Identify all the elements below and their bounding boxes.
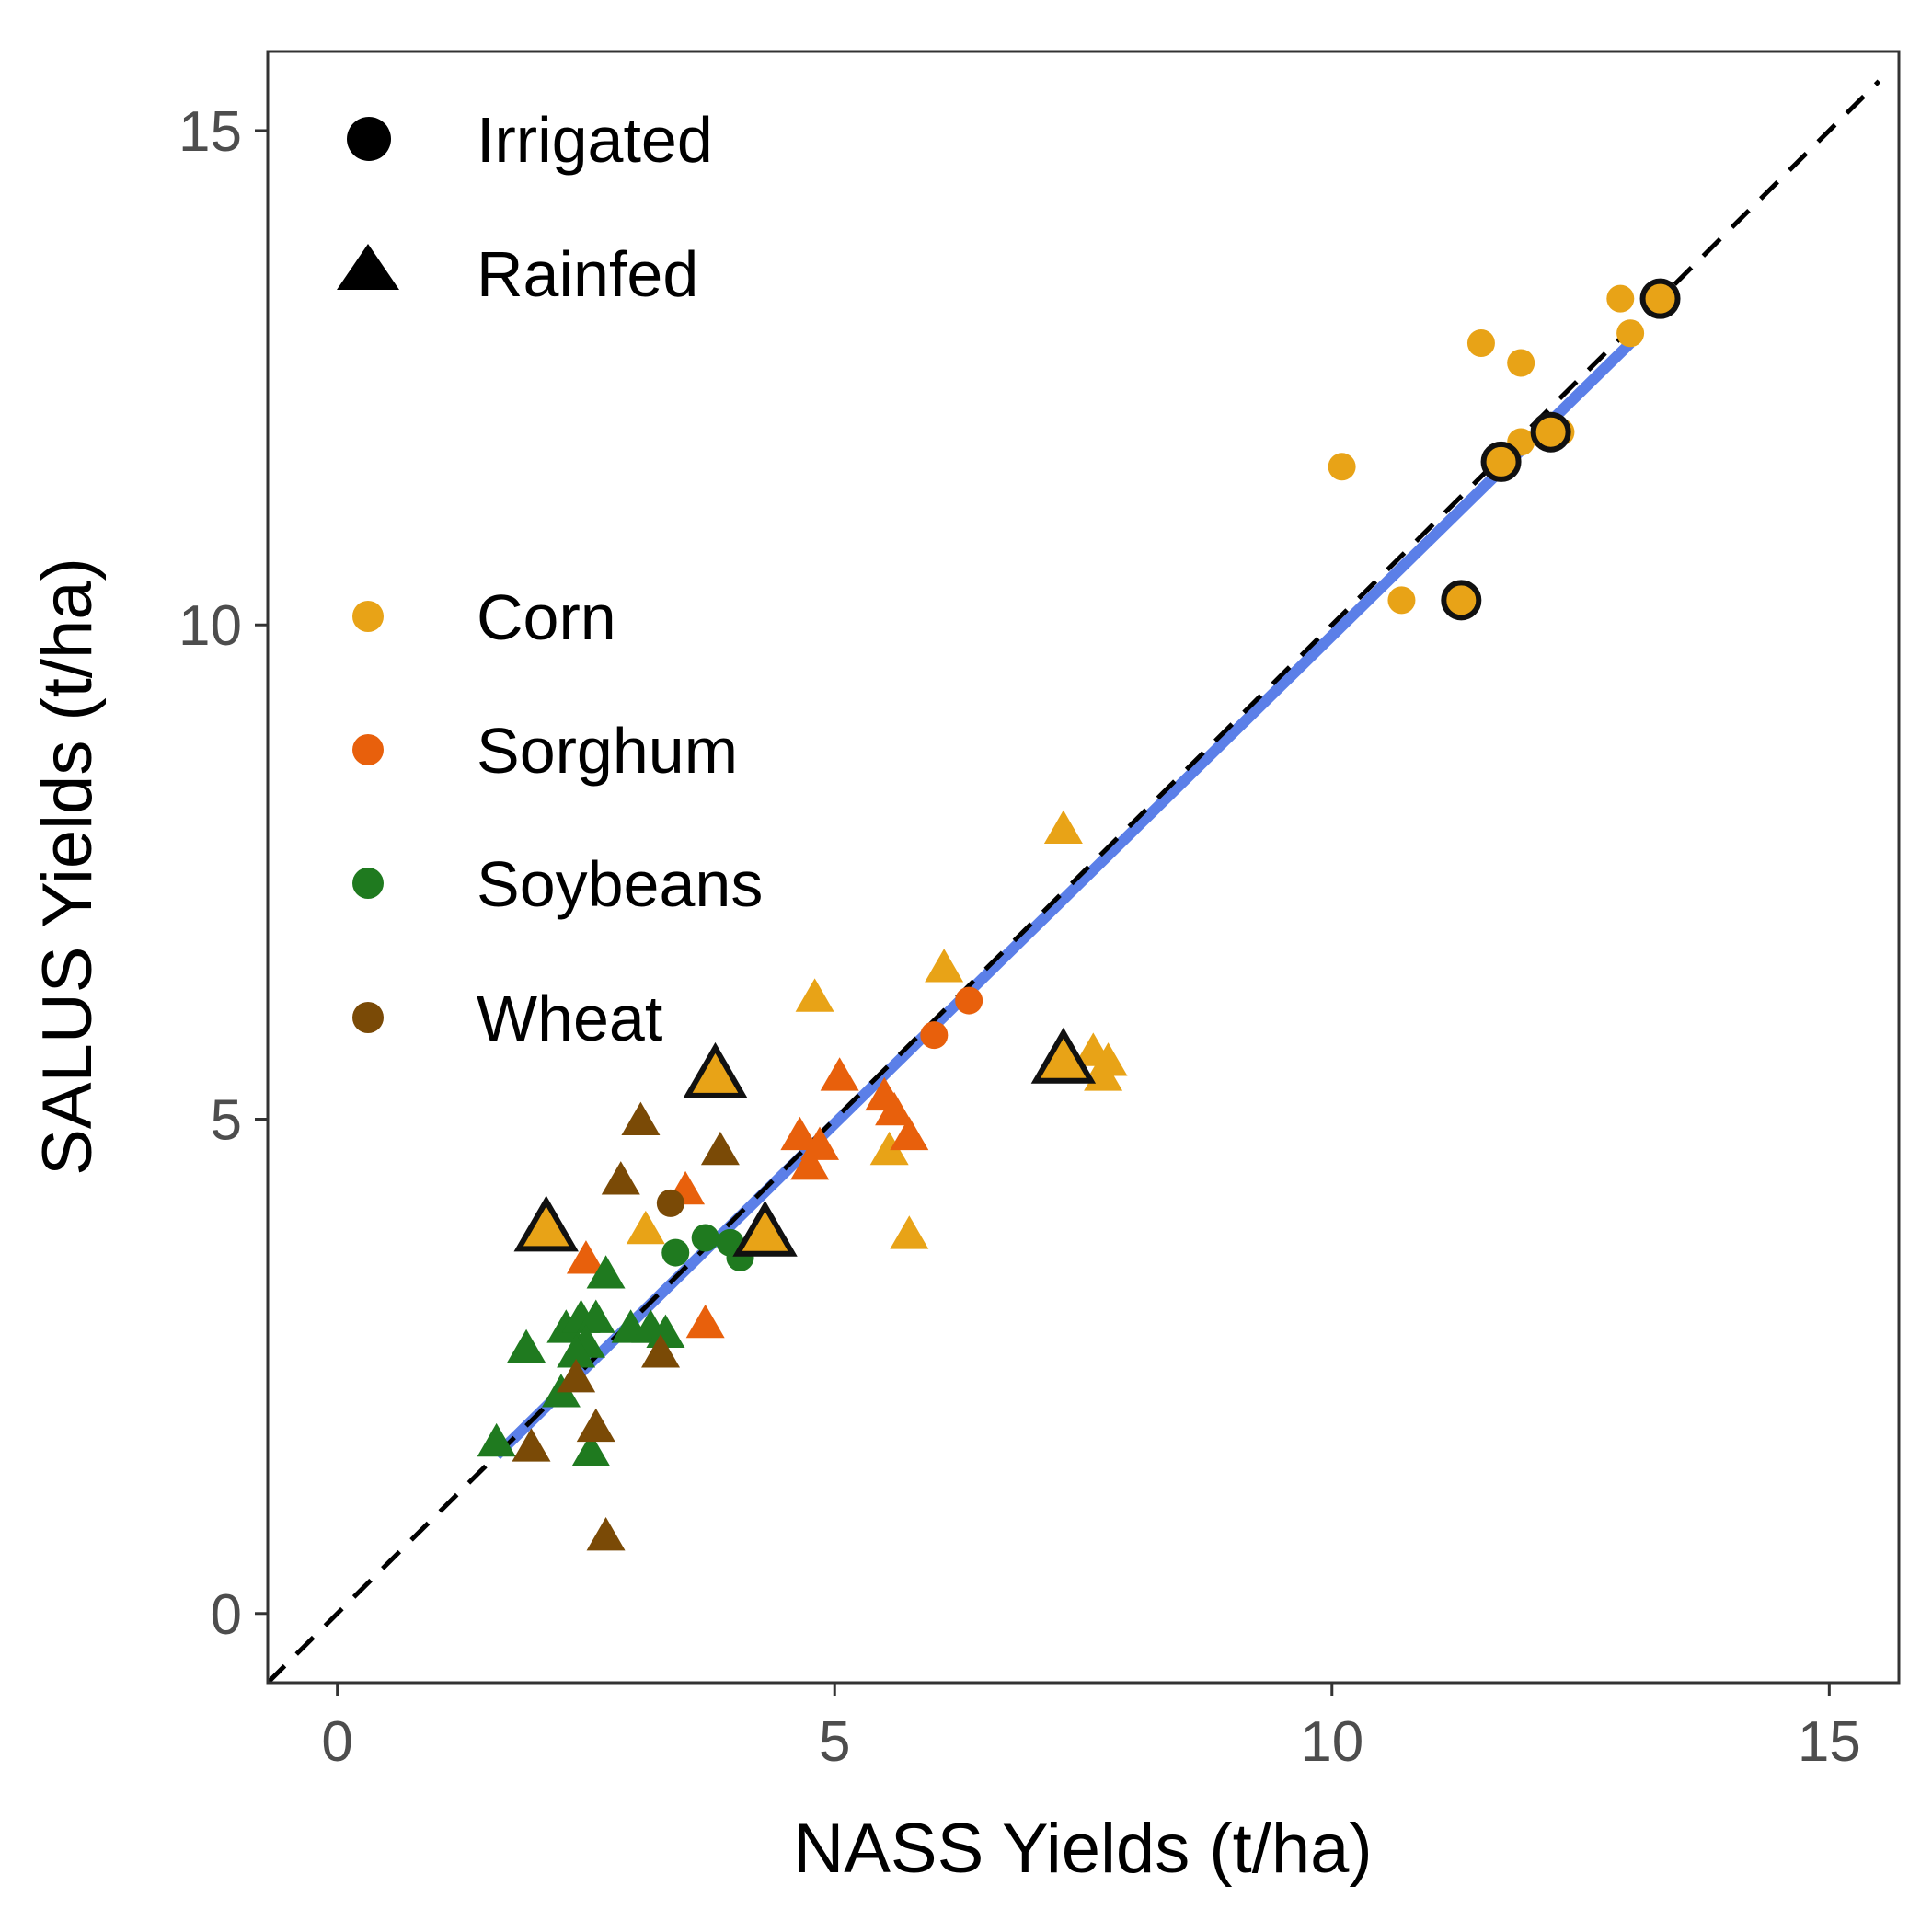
point-wheat-triangle-7 <box>512 1428 551 1462</box>
point-corn-triangle-21 <box>683 1041 748 1098</box>
data-layer <box>268 79 1881 1683</box>
legend-wheat-color-key <box>352 1002 384 1033</box>
point-soybeans-circle-1 <box>691 1224 719 1252</box>
x-tick-label-5: 5 <box>819 1710 850 1774</box>
point-soybeans-triangle-13 <box>646 1314 685 1349</box>
point-wheat-circle-0 <box>656 1189 684 1217</box>
point-corn-circle-4 <box>1606 284 1635 313</box>
point-corn-circle-0 <box>1328 453 1356 481</box>
point-wheat-triangle-6 <box>576 1408 615 1443</box>
plot-panel-border <box>266 50 1901 1685</box>
point-corn-triangle-20 <box>626 1210 665 1245</box>
point-corn-triangle-23 <box>513 1195 579 1252</box>
point-corn-triangle-24 <box>732 1200 798 1257</box>
legend-sorghum-color-key <box>352 734 384 765</box>
legend-irrigated-circle-key <box>347 117 391 161</box>
point-corn-circle-2 <box>1466 328 1495 357</box>
legend-corn-label: Corn <box>477 581 616 653</box>
point-wheat-triangle-4 <box>641 1334 681 1368</box>
legend-irrigated-label: Irrigated <box>477 104 713 176</box>
legend-corn-color-key <box>352 601 384 632</box>
legend-wheat-label: Wheat <box>477 983 662 1054</box>
point-corn-circle-8 <box>1441 580 1482 621</box>
point-corn-triangle-19 <box>890 1215 929 1249</box>
point-sorghum-triangle-11 <box>685 1304 725 1339</box>
point-corn-triangle-12 <box>1043 810 1083 845</box>
legend-soybeans-color-key <box>352 868 384 899</box>
point-soybeans-triangle-10 <box>557 1334 596 1368</box>
x-tick-label-0: 0 <box>321 1710 352 1774</box>
point-sorghum-circle-0 <box>920 1021 949 1050</box>
legend-rainfed-label: Rainfed <box>477 238 698 310</box>
point-soybeans-triangle-5 <box>507 1328 546 1363</box>
point-sorghum-triangle-8 <box>790 1145 830 1180</box>
y-axis-title: SALUS Yields (t/ha) <box>29 558 107 1176</box>
point-sorghum-triangle-6 <box>780 1116 820 1151</box>
point-sorghum-triangle-2 <box>820 1057 859 1091</box>
point-corn-circle-10 <box>1530 411 1571 453</box>
point-soybeans-triangle-15 <box>477 1422 516 1457</box>
y-tick-label-0: 0 <box>211 1583 242 1647</box>
legend-soybeans-label: Soybeans <box>477 848 763 920</box>
point-wheat-triangle-5 <box>557 1359 596 1393</box>
point-wheat-triangle-3 <box>601 1161 640 1195</box>
shape-legend: Irrigated Rainfed <box>337 104 713 310</box>
legend-rainfed-triangle-key <box>337 244 399 290</box>
point-sorghum-triangle-5 <box>890 1116 929 1151</box>
axes-layer: 0 5 10 15 0 5 10 15 <box>178 100 1861 1774</box>
point-corn-triangle-14 <box>795 978 834 1012</box>
point-soybeans-triangle-16 <box>571 1432 611 1466</box>
point-wheat-triangle-2 <box>700 1131 740 1166</box>
point-soybeans-triangle-4 <box>586 1255 626 1289</box>
legend: Irrigated Rainfed Corn Sorghum Soybeans … <box>337 104 763 1054</box>
point-sorghum-triangle-4 <box>875 1091 914 1126</box>
point-corn-circle-3 <box>1507 349 1535 377</box>
point-corn-triangle-13 <box>925 949 964 983</box>
legend-sorghum-label: Sorghum <box>477 715 738 787</box>
y-tick-label-10: 10 <box>178 594 242 658</box>
point-sorghum-circle-1 <box>955 986 983 1015</box>
color-legend: Corn Sorghum Soybeans Wheat <box>352 581 763 1054</box>
x-axis-title: NASS Yields (t/ha) <box>793 1810 1372 1888</box>
point-wheat-triangle-1 <box>621 1101 661 1136</box>
x-tick-label-15: 15 <box>1798 1710 1861 1774</box>
point-corn-circle-5 <box>1616 319 1645 348</box>
point-soybeans-triangle-8 <box>576 1299 615 1333</box>
y-tick-label-5: 5 <box>211 1089 242 1153</box>
point-corn-triangle-18 <box>869 1131 909 1166</box>
point-corn-circle-11 <box>1639 278 1681 319</box>
point-wheat-triangle-8 <box>586 1516 626 1551</box>
y-tick-label-15: 15 <box>178 100 242 164</box>
point-corn-triangle-22 <box>1030 1027 1097 1084</box>
identity-dashed-line <box>268 79 1881 1683</box>
point-sorghum-triangle-10 <box>566 1240 605 1274</box>
x-tick-label-10: 10 <box>1300 1710 1363 1774</box>
point-corn-circle-9 <box>1480 441 1522 482</box>
point-soybeans-circle-0 <box>661 1238 690 1267</box>
point-corn-circle-1 <box>1387 586 1416 615</box>
